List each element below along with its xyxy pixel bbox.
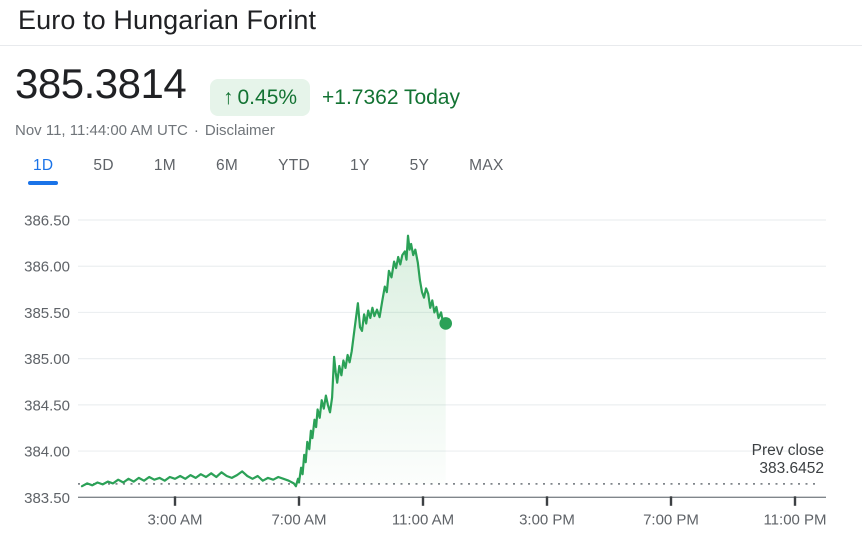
y-axis-label: 386.50 — [24, 213, 70, 230]
tab-5d[interactable]: 5D — [93, 152, 113, 189]
quote-meta-row: Nov 11, 11:44:00 AM UTC · Disclaimer — [15, 122, 275, 139]
y-axis-label: 385.00 — [24, 351, 70, 368]
change-percent-badge: ↑ 0.45% — [210, 79, 311, 116]
tab-label: YTD — [278, 157, 311, 174]
change-absolute-today: +1.7362 Today — [322, 85, 460, 109]
prev-close-label: Prev close — [752, 442, 824, 459]
current-price-dot — [439, 317, 453, 330]
tab-label: 1M — [153, 157, 176, 174]
tab-ytd[interactable]: YTD — [278, 152, 310, 189]
x-axis-label: 11:00 AM — [392, 511, 454, 528]
tab-1y[interactable]: 1Y — [350, 152, 370, 189]
x-axis-label: 3:00 PM — [519, 511, 575, 528]
page-title: Euro to Hungarian Forint — [18, 5, 317, 35]
tab-label: 1Y — [350, 157, 370, 174]
chart-plot-area: 386.50 386.00 385.50 385.00 384.50 384.00 383.… — [24, 213, 826, 529]
tab-5y[interactable]: 5Y — [410, 152, 430, 189]
y-axis-label: 385.50 — [24, 305, 70, 322]
up-arrow-icon: ↑ — [223, 85, 234, 109]
tab-6m[interactable]: 6M — [216, 152, 238, 189]
x-axis-label: 7:00 PM — [643, 511, 699, 528]
series-area-fill — [82, 235, 446, 487]
header-divider — [0, 45, 862, 46]
y-axis-label: 384.50 — [24, 397, 70, 414]
tab-label: MAX — [469, 157, 504, 174]
y-axis-label: 386.00 — [24, 259, 70, 276]
disclaimer-link[interactable]: Disclaimer — [204, 122, 275, 139]
active-tab-indicator — [28, 181, 59, 185]
y-axis-label: 383.50 — [24, 490, 70, 507]
tab-label: 5D — [93, 157, 114, 174]
prev-close-value: 383.6452 — [759, 460, 824, 477]
quote-timestamp: Nov 11, 11:44:00 AM UTC — [15, 122, 188, 139]
tab-1m[interactable]: 1M — [154, 152, 176, 189]
price-chart[interactable]: 386.50 386.00 385.50 385.00 384.50 384.00 383.… — [0, 195, 862, 542]
tab-label: 1D — [33, 157, 54, 174]
tab-max[interactable]: MAX — [469, 152, 504, 189]
x-axis-label: 7:00 AM — [271, 511, 326, 528]
time-range-tabs: 1D 5D 1M 6M YTD 1Y 5Y MAX — [28, 152, 504, 189]
meta-separator: · — [193, 122, 199, 139]
tab-label: 5Y — [409, 157, 430, 174]
tab-label: 6M — [215, 157, 239, 174]
change-percent-value: 0.45% — [237, 85, 298, 109]
current-price: 385.3814 — [15, 60, 187, 107]
series-line — [80, 234, 447, 488]
y-axis-label: 384.00 — [24, 444, 70, 461]
tab-1d[interactable]: 1D — [28, 152, 59, 189]
x-axis-label: 11:00 PM — [763, 511, 826, 528]
x-axis-label: 3:00 AM — [147, 511, 202, 528]
